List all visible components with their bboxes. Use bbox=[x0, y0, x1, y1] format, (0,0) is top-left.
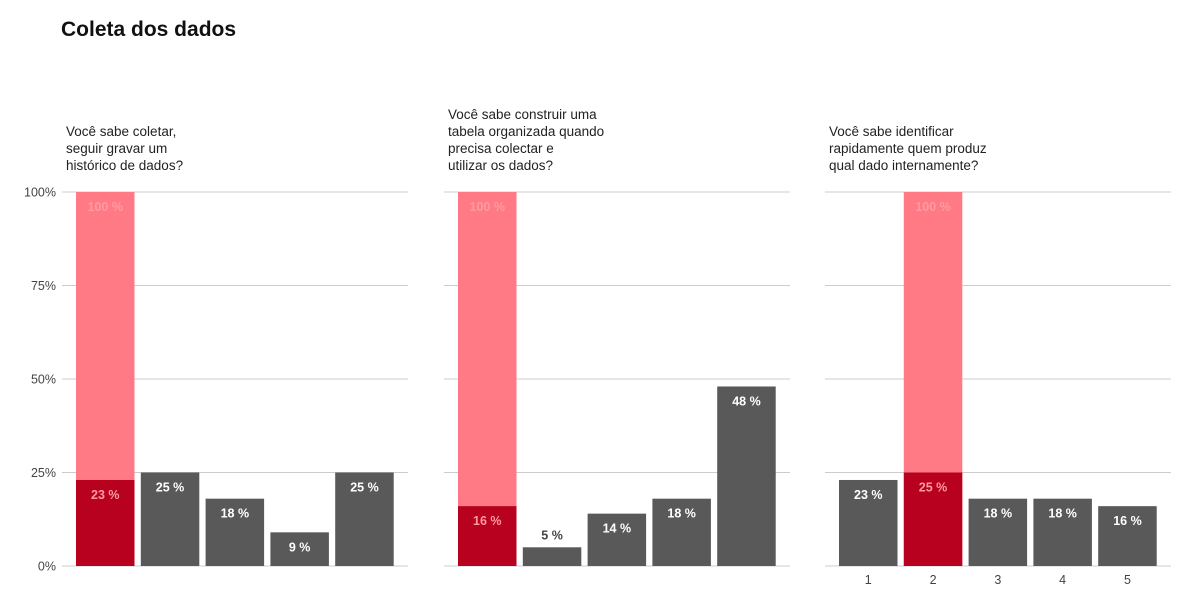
bar bbox=[205, 498, 265, 566]
panel-title-line: Você sabe identificar bbox=[829, 124, 954, 139]
bar bbox=[458, 506, 517, 566]
bar-label: 18 % bbox=[221, 507, 250, 521]
bar bbox=[839, 479, 898, 566]
bar bbox=[140, 472, 200, 566]
panel-1: 0% 25% 50% 75% 100% Você sabe coletar, seguir … bbox=[24, 124, 408, 574]
panel-title-line: histórico de dados? bbox=[66, 158, 183, 173]
x-tick-label: 1 bbox=[865, 573, 872, 587]
panel-title: Você sabe coletar, seguir gravar um histór… bbox=[66, 124, 183, 173]
panel-title-line: rapidamente quem produz bbox=[829, 141, 987, 156]
x-tick-label: 4 bbox=[1059, 573, 1066, 587]
panel-2: Você sabe construir uma tabela organizada… bbox=[444, 107, 790, 567]
x-tick-label: 3 bbox=[994, 573, 1001, 587]
bar-label: 25 % bbox=[350, 481, 379, 495]
panel-title-line: utilizar os dados? bbox=[448, 158, 553, 173]
y-tick-label: 0% bbox=[38, 560, 56, 574]
bar bbox=[968, 498, 1028, 566]
panel-3: Você sabe identificar rapidamente quem pr… bbox=[825, 124, 1171, 587]
bar bbox=[522, 547, 582, 566]
bar-label: 48 % bbox=[732, 394, 761, 408]
panel-title-line: qual dado internamente? bbox=[829, 158, 978, 173]
background-bar-label: 100 % bbox=[915, 200, 950, 214]
bar bbox=[1033, 498, 1092, 566]
y-tick-label: 50% bbox=[31, 373, 56, 387]
panel-title-line: seguir gravar um bbox=[66, 141, 167, 156]
bar-label: 18 % bbox=[1048, 507, 1077, 521]
panel-title-line: precisa colectar e bbox=[448, 141, 554, 156]
panel-title: Você sabe identificar rapidamente quem pr… bbox=[829, 124, 987, 173]
panel-title-line: tabela organizada quando bbox=[448, 124, 604, 139]
bar bbox=[652, 498, 711, 566]
bar bbox=[76, 479, 135, 566]
panel-title-line: Você sabe coletar, bbox=[66, 124, 176, 139]
bar bbox=[903, 472, 963, 566]
panel-title-line: Você sabe construir uma bbox=[448, 107, 597, 122]
x-tick-label: 5 bbox=[1124, 573, 1131, 587]
bar bbox=[1098, 506, 1157, 566]
background-bar-label: 100 % bbox=[88, 200, 123, 214]
y-tick-label: 75% bbox=[31, 279, 56, 293]
bar bbox=[587, 513, 647, 566]
chart-title: Coleta dos dados bbox=[61, 18, 237, 41]
x-tick-label: 2 bbox=[930, 573, 937, 587]
bar bbox=[335, 472, 394, 566]
bar-label: 25 % bbox=[156, 481, 185, 495]
y-tick-label: 25% bbox=[31, 466, 56, 480]
bar-label: 16 % bbox=[1113, 514, 1142, 528]
bar-label: 18 % bbox=[984, 507, 1013, 521]
bar-label: 9 % bbox=[289, 540, 311, 554]
bar bbox=[717, 386, 776, 566]
bar-label: 23 % bbox=[854, 488, 883, 502]
y-tick-label: 100% bbox=[24, 186, 56, 200]
bar-label: 23 % bbox=[91, 488, 120, 502]
background-bar-label: 100 % bbox=[470, 200, 505, 214]
background-bar bbox=[458, 192, 517, 566]
panel-title: Você sabe construir uma tabela organizada… bbox=[448, 107, 604, 173]
bar-label: 5 % bbox=[541, 528, 563, 542]
bar-label: 25 % bbox=[919, 481, 948, 495]
bar bbox=[270, 532, 329, 566]
bar-label: 18 % bbox=[667, 507, 696, 521]
bar-label: 16 % bbox=[473, 514, 502, 528]
bar-label: 14 % bbox=[603, 522, 632, 536]
